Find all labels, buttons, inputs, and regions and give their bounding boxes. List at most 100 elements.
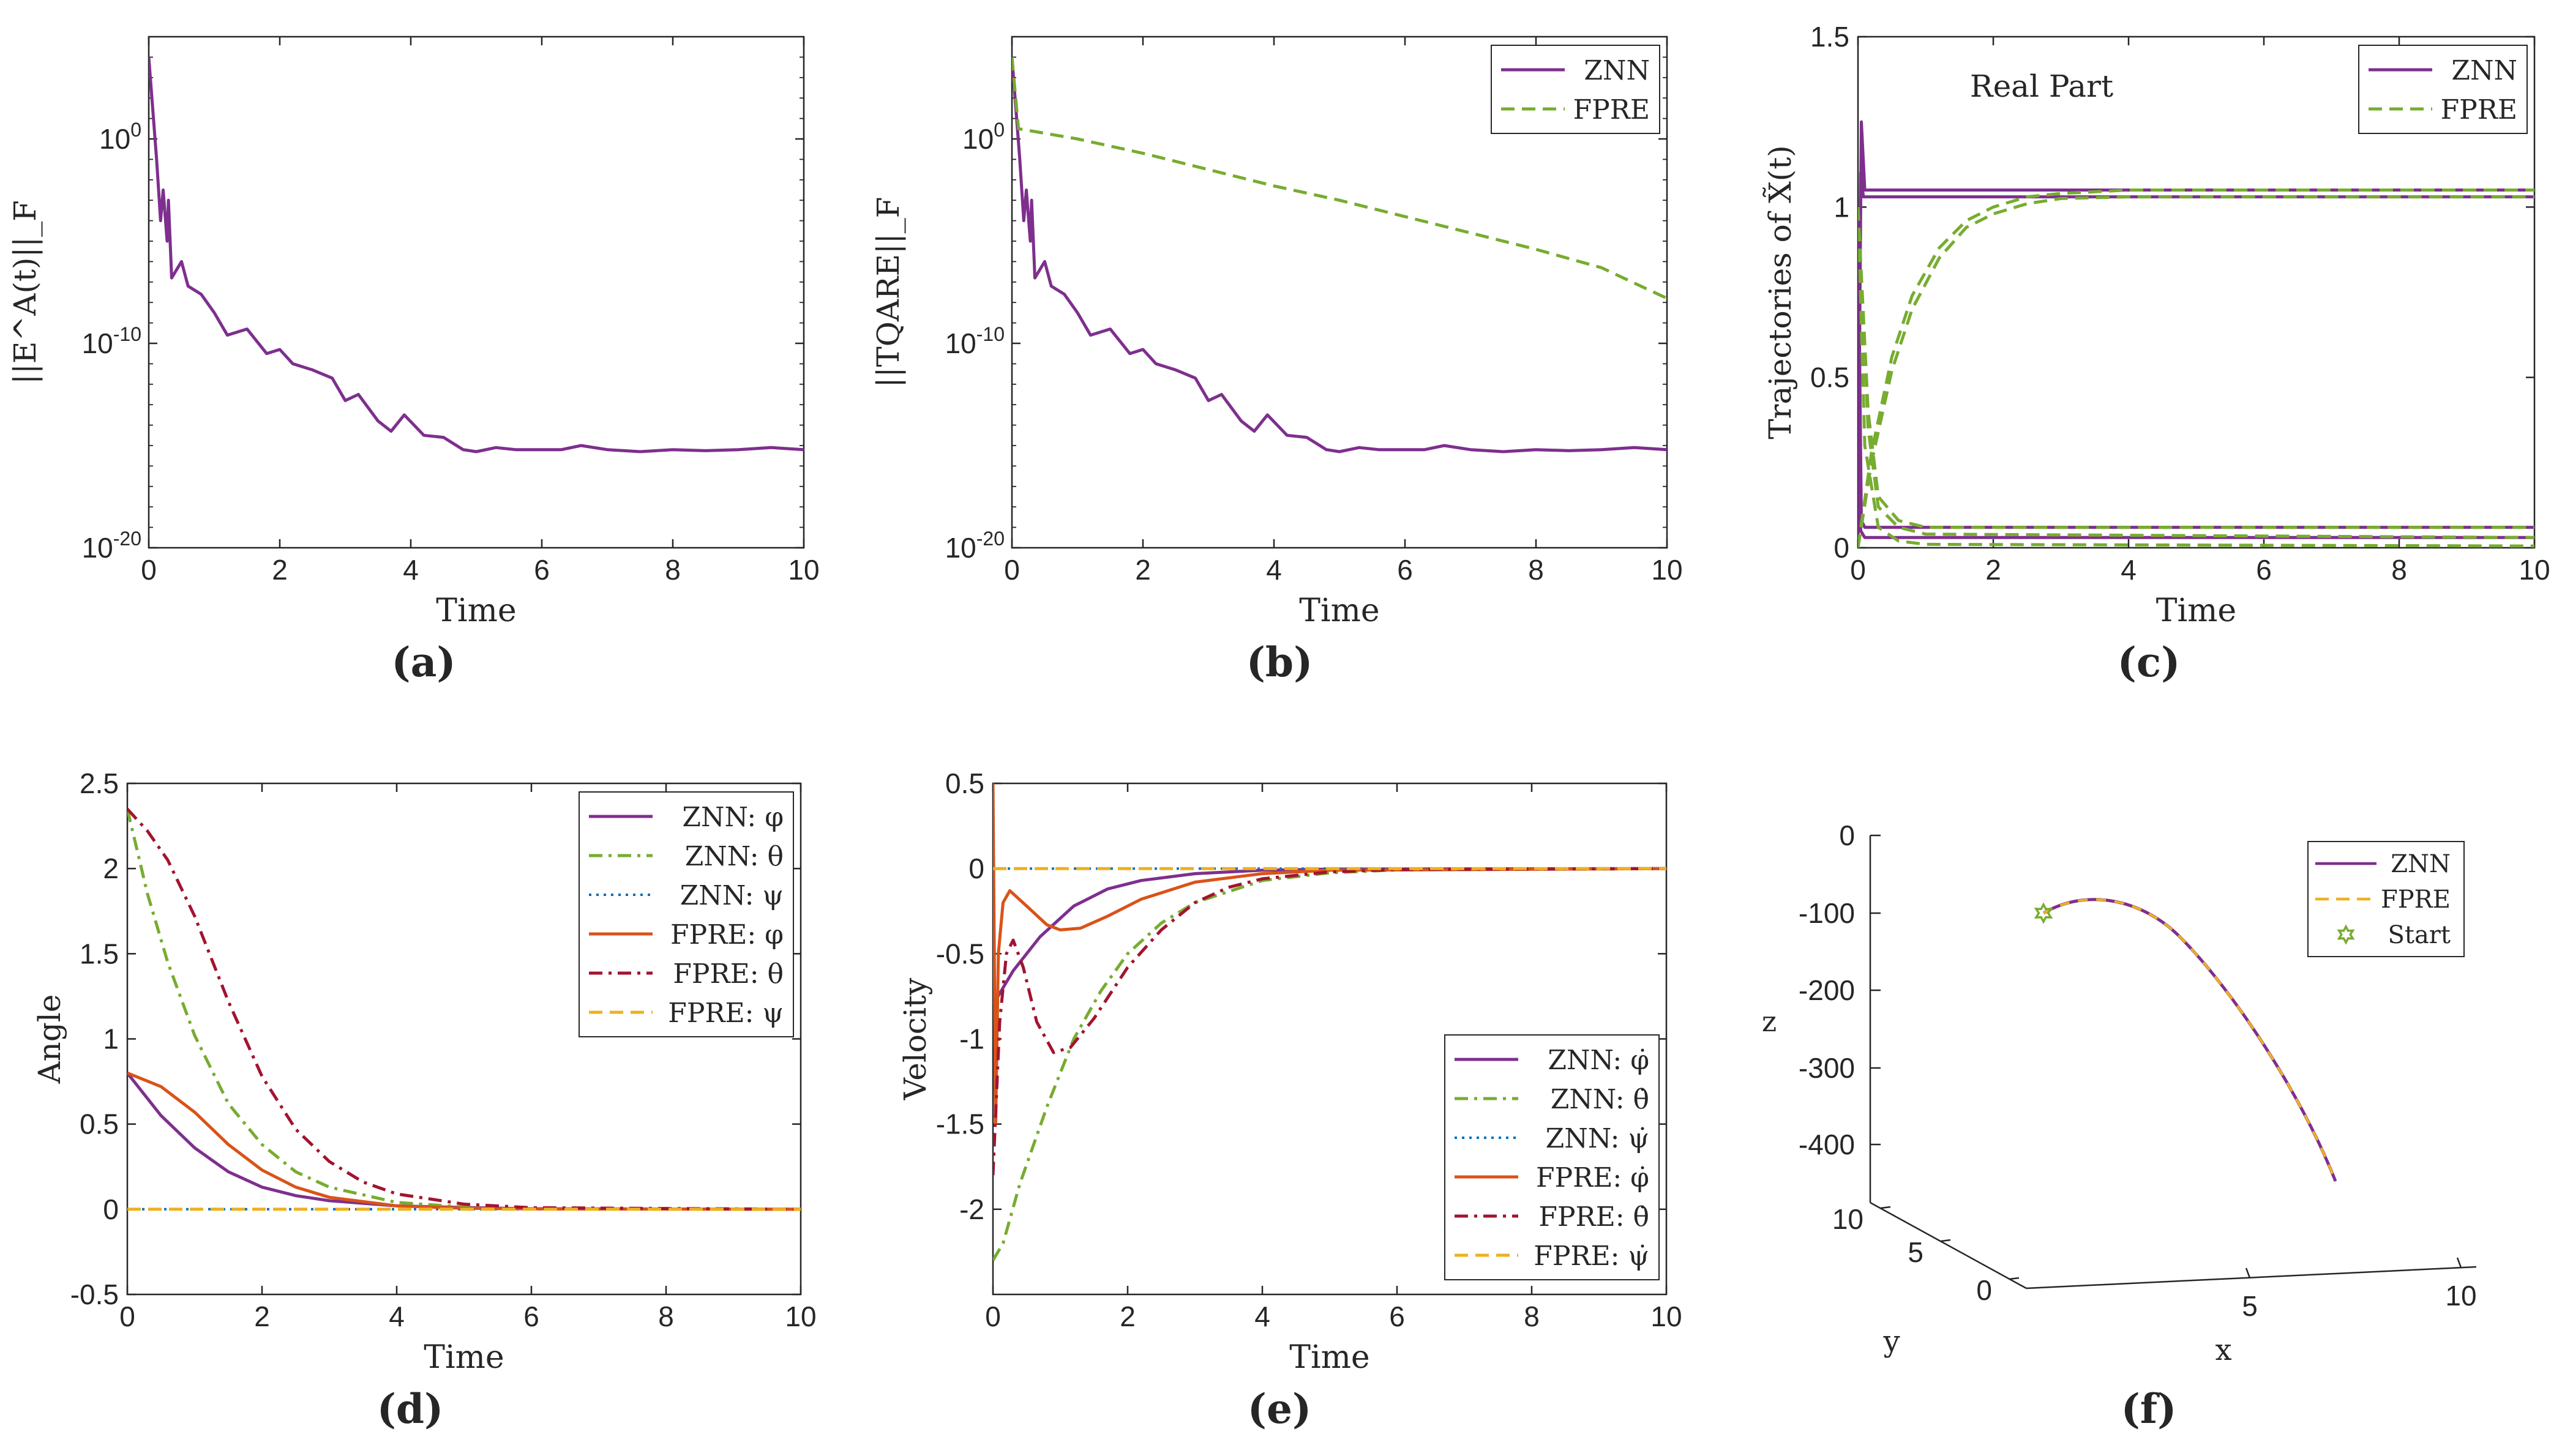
panel-d: 0 2 4 6 8 10-0.500.511.522.5TimeAngle(d)ZNN: … (32, 767, 817, 1433)
legend-label: FPRE (2441, 94, 2517, 125)
series-group (993, 783, 1666, 1261)
y-tick-label: 10-10 (945, 323, 1005, 359)
x-tick-label: 6 (1389, 1301, 1405, 1332)
panel-caption: (c) (2118, 638, 2181, 686)
panel-a: 0 2 4 6 8 10 100 10-10 10-20 Time ||E^A(t)||_F (a) (7, 35, 820, 686)
legend-label: ZNN (1584, 55, 1650, 86)
x-tick-label: 0 (985, 1301, 1001, 1332)
y-tick-label: 10-20 (82, 528, 141, 564)
x-tick-label: 0 (141, 554, 157, 586)
series-line-fpre (1858, 207, 2534, 529)
series-line-fpre (1858, 207, 2534, 539)
x-tick-label: 8 (1528, 554, 1544, 586)
series-line-znn (1858, 207, 2534, 529)
x-axis-label: x (2215, 1333, 2231, 1367)
series-line-fpre- (127, 808, 801, 1211)
z-tick-label: -200 (1799, 974, 1855, 1006)
y-tick (1940, 1239, 1951, 1242)
legend-label: ZNN: ψ̇ (1546, 1123, 1649, 1154)
x-axis-label: Time (1299, 592, 1379, 629)
z-tick-label: 0 (1839, 819, 1855, 851)
y-axis-label: Trajectories of X̃(t) (1762, 145, 1798, 439)
x-tick-label: 8 (2391, 554, 2407, 586)
x-tick-label: 2 (272, 554, 288, 586)
legend-label: ZNN: φ̇ (1548, 1045, 1649, 1076)
legend-label: ZNN (2391, 850, 2451, 878)
series-line-znn (149, 57, 804, 454)
y-axis-label: ||TQARE||_F (871, 197, 906, 388)
series-line-fpre (1858, 189, 2534, 548)
panel-caption: (f) (2121, 1385, 2177, 1433)
panel-f: 0 -100 -200 -300 -400 0 5 10 5 10 z y x ZNN FPRE Start (… (1762, 819, 2477, 1433)
y-tick (2009, 1277, 2020, 1280)
x-tick-label: 4 (403, 554, 419, 586)
panel-caption: (e) (1248, 1385, 1311, 1433)
series-group (127, 808, 801, 1211)
series-line-znn (1858, 207, 2534, 539)
y-tick-label: 0.5 (80, 1108, 119, 1140)
series-line-znn- (127, 1072, 801, 1211)
y-tick-label: -0.5 (936, 938, 984, 969)
x-tick-label: 2 (254, 1301, 270, 1332)
legend-label: FPRE: θ̇ (1538, 1201, 1649, 1233)
z-tick-label: -400 (1799, 1129, 1855, 1160)
z-tick-label: -100 (1799, 897, 1855, 929)
x-tick-label: 4 (389, 1301, 405, 1332)
axes-box (148, 35, 805, 549)
y-tick (1880, 1206, 1891, 1209)
legend-box (579, 791, 794, 1037)
y-tick-label: 0 (103, 1193, 119, 1225)
y-tick-label: 5 (1908, 1236, 1923, 1268)
series-line-znn- (993, 867, 1666, 1006)
series-line-znn- (127, 808, 801, 1211)
y-tick-label: -1 (959, 1023, 984, 1055)
y-tick-label: 1.5 (80, 938, 119, 969)
x-tick-label: 4 (2121, 554, 2137, 586)
y-tick-label: -1.5 (936, 1108, 984, 1140)
panel-caption: (b) (1246, 638, 1313, 686)
z-axis-label: z (1762, 1005, 1777, 1038)
series-line-znn (1012, 57, 1667, 454)
x-tick-label: 10 (788, 554, 819, 586)
x-tick (2456, 1257, 2462, 1268)
series-line-fpre- (993, 783, 1666, 1126)
x-tick-label: 10 (2519, 554, 2550, 586)
y-tick-label: 1 (1833, 191, 1849, 223)
series-group (149, 57, 804, 454)
x-tick-label: 2 (1985, 554, 2001, 586)
panel-caption: (d) (377, 1385, 444, 1433)
legend-label: ZNN (2451, 55, 2517, 86)
y-tick-label: 10-10 (82, 323, 141, 359)
series-line-znn (1858, 120, 2534, 548)
x-tick-label: 2 (1135, 554, 1151, 586)
x-tick-label: 10 (1650, 1301, 1682, 1332)
y-tick-label: 0 (1976, 1274, 1992, 1306)
y-tick-label: 100 (962, 119, 1005, 155)
series-line-znn (2042, 898, 2337, 1182)
z-tick-label: -300 (1799, 1052, 1855, 1084)
x-tick-label: 6 (2256, 554, 2272, 586)
legend-label: ZNN: φ (682, 802, 784, 833)
series-line-fpre (1858, 207, 2534, 548)
legend-box (1491, 45, 1660, 134)
legend-label: FPRE: ψ̇ (1534, 1241, 1649, 1272)
y-tick-label: 100 (99, 119, 141, 155)
x-tick-label: 10 (785, 1301, 816, 1332)
legend-label: FPRE: φ̇ (1536, 1162, 1649, 1193)
x-axis-label: Time (424, 1339, 504, 1376)
start-marker (2034, 902, 2053, 924)
x-tick-label: 0 (1004, 554, 1020, 586)
y-axis-label: y (1882, 1324, 1900, 1359)
y-axis (1870, 1201, 2027, 1290)
x-tick-label: 6 (523, 1301, 539, 1332)
y-tick-label: 0 (1833, 532, 1849, 564)
y-tick-label: 10-20 (945, 528, 1005, 564)
x-axis-label: Time (436, 592, 516, 629)
panel-c: 0 2 4 6 8 10 0 0.5 1 1.5 Time Trajectories of X̃(t)… (1762, 21, 2550, 686)
x-tick (2245, 1267, 2251, 1279)
y-axis-label: Angle (32, 995, 67, 1085)
series-line-fpre- (993, 867, 1666, 1176)
x-tick-label: 10 (1651, 554, 1682, 586)
panel-e: 0 2 4 6 8 10 -2 -1.5 -1 -0.5 0 0.5 Time Velocity (e) ZN… (897, 767, 1682, 1433)
